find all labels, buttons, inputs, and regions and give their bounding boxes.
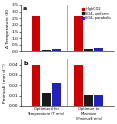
Bar bbox=[94, 95, 103, 106]
Bar bbox=[52, 83, 61, 106]
Bar bbox=[52, 49, 61, 51]
Bar bbox=[42, 93, 51, 106]
Bar bbox=[84, 48, 93, 51]
Y-axis label: Δ Temperature (K): Δ Temperature (K) bbox=[6, 9, 10, 48]
Bar bbox=[74, 16, 83, 51]
Bar bbox=[32, 16, 40, 51]
Text: b: b bbox=[23, 61, 27, 66]
Y-axis label: PminusE (mm d⁻¹): PminusE (mm d⁻¹) bbox=[4, 63, 7, 103]
Bar bbox=[94, 48, 103, 51]
Bar bbox=[74, 65, 83, 106]
Bar bbox=[84, 95, 93, 106]
Text: a: a bbox=[23, 6, 27, 11]
Bar bbox=[42, 50, 51, 51]
Legend: HighCO2, SO4₂ uniform, SO4₂ parabolic: HighCO2, SO4₂ uniform, SO4₂ parabolic bbox=[82, 7, 112, 20]
Bar bbox=[32, 65, 40, 106]
